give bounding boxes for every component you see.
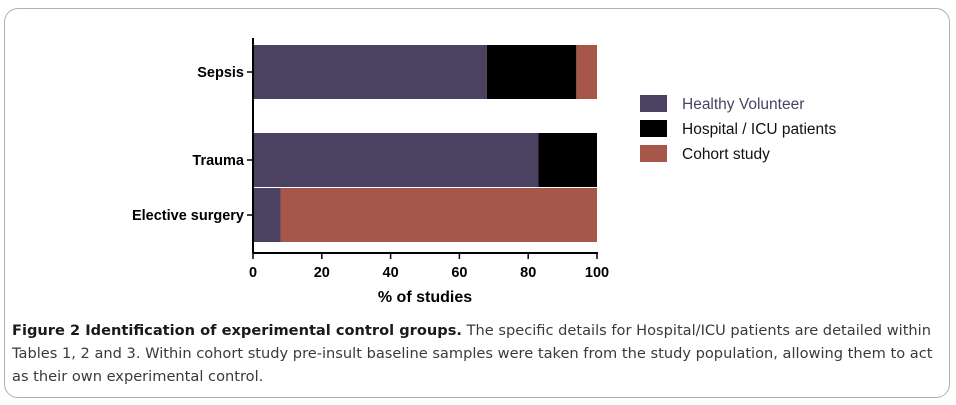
bar-sepsis-cohort-study: [576, 45, 597, 99]
legend-swatch: [640, 120, 667, 137]
x-tick-label: 40: [383, 265, 399, 281]
x-tick-label: 20: [314, 265, 330, 281]
legend-swatch: [640, 95, 667, 112]
bar-sepsis-hospital-icu-patients: [486, 45, 577, 99]
x-tick-label: 80: [520, 265, 536, 281]
legend-label: Cohort study: [682, 146, 770, 163]
category-label: Trauma: [192, 153, 245, 169]
legend-label: Healthy Volunteer: [682, 96, 804, 113]
legend-swatch: [640, 145, 667, 162]
bar-trauma-healthy-volunteer: [253, 133, 539, 187]
x-tick-label: 100: [585, 265, 609, 281]
stacked-bar-chart: Sepsis Trauma Elective surgery 0 20 40 60 80 100…: [132, 38, 836, 306]
caption-text: The specific details for Hospital/ICU pa…: [12, 322, 933, 385]
category-label: Elective surgery: [132, 208, 244, 224]
x-tick-label: 0: [249, 265, 257, 281]
x-tick-label: 60: [451, 265, 467, 281]
figure-caption: Figure 2 Identification of experimental …: [12, 319, 942, 388]
bar-sepsis-healthy-volunteer: [253, 45, 487, 99]
bar-elective-surgery-cohort-study: [280, 188, 597, 242]
legend-label: Hospital / ICU patients: [682, 121, 836, 138]
bar-trauma-hospital-icu-patients: [538, 133, 597, 187]
category-label: Sepsis: [197, 65, 244, 81]
caption-title: Figure 2 Identification of experimental …: [12, 322, 462, 339]
bar-elective-surgery-healthy-volunteer: [253, 188, 281, 242]
x-axis-label: % of studies: [378, 289, 472, 306]
